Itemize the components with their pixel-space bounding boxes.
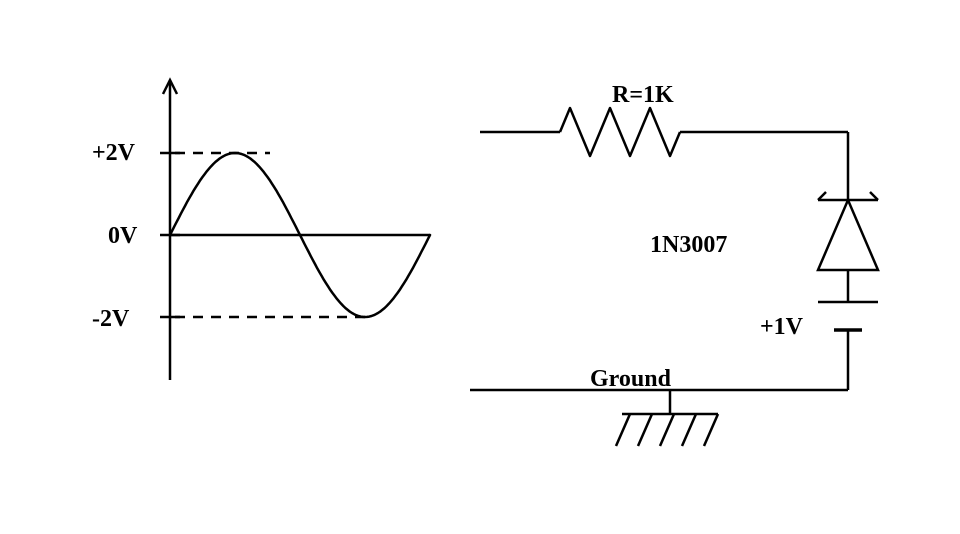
label-ground: Ground	[590, 366, 671, 393]
label-plus-2v: +2V	[92, 140, 135, 167]
diagram-svg	[0, 0, 960, 534]
label-resistor: R=1K	[612, 82, 674, 109]
label-zero-v: 0V	[108, 223, 137, 250]
label-battery: +1V	[760, 314, 803, 341]
diagram-stage: +2V 0V -2V R=1K 1N3007 +1V Ground	[0, 0, 960, 534]
label-minus-2v: -2V	[92, 306, 129, 333]
waveform-plot	[160, 80, 430, 380]
label-diode: 1N3007	[650, 232, 727, 259]
circuit-schematic	[470, 108, 878, 446]
